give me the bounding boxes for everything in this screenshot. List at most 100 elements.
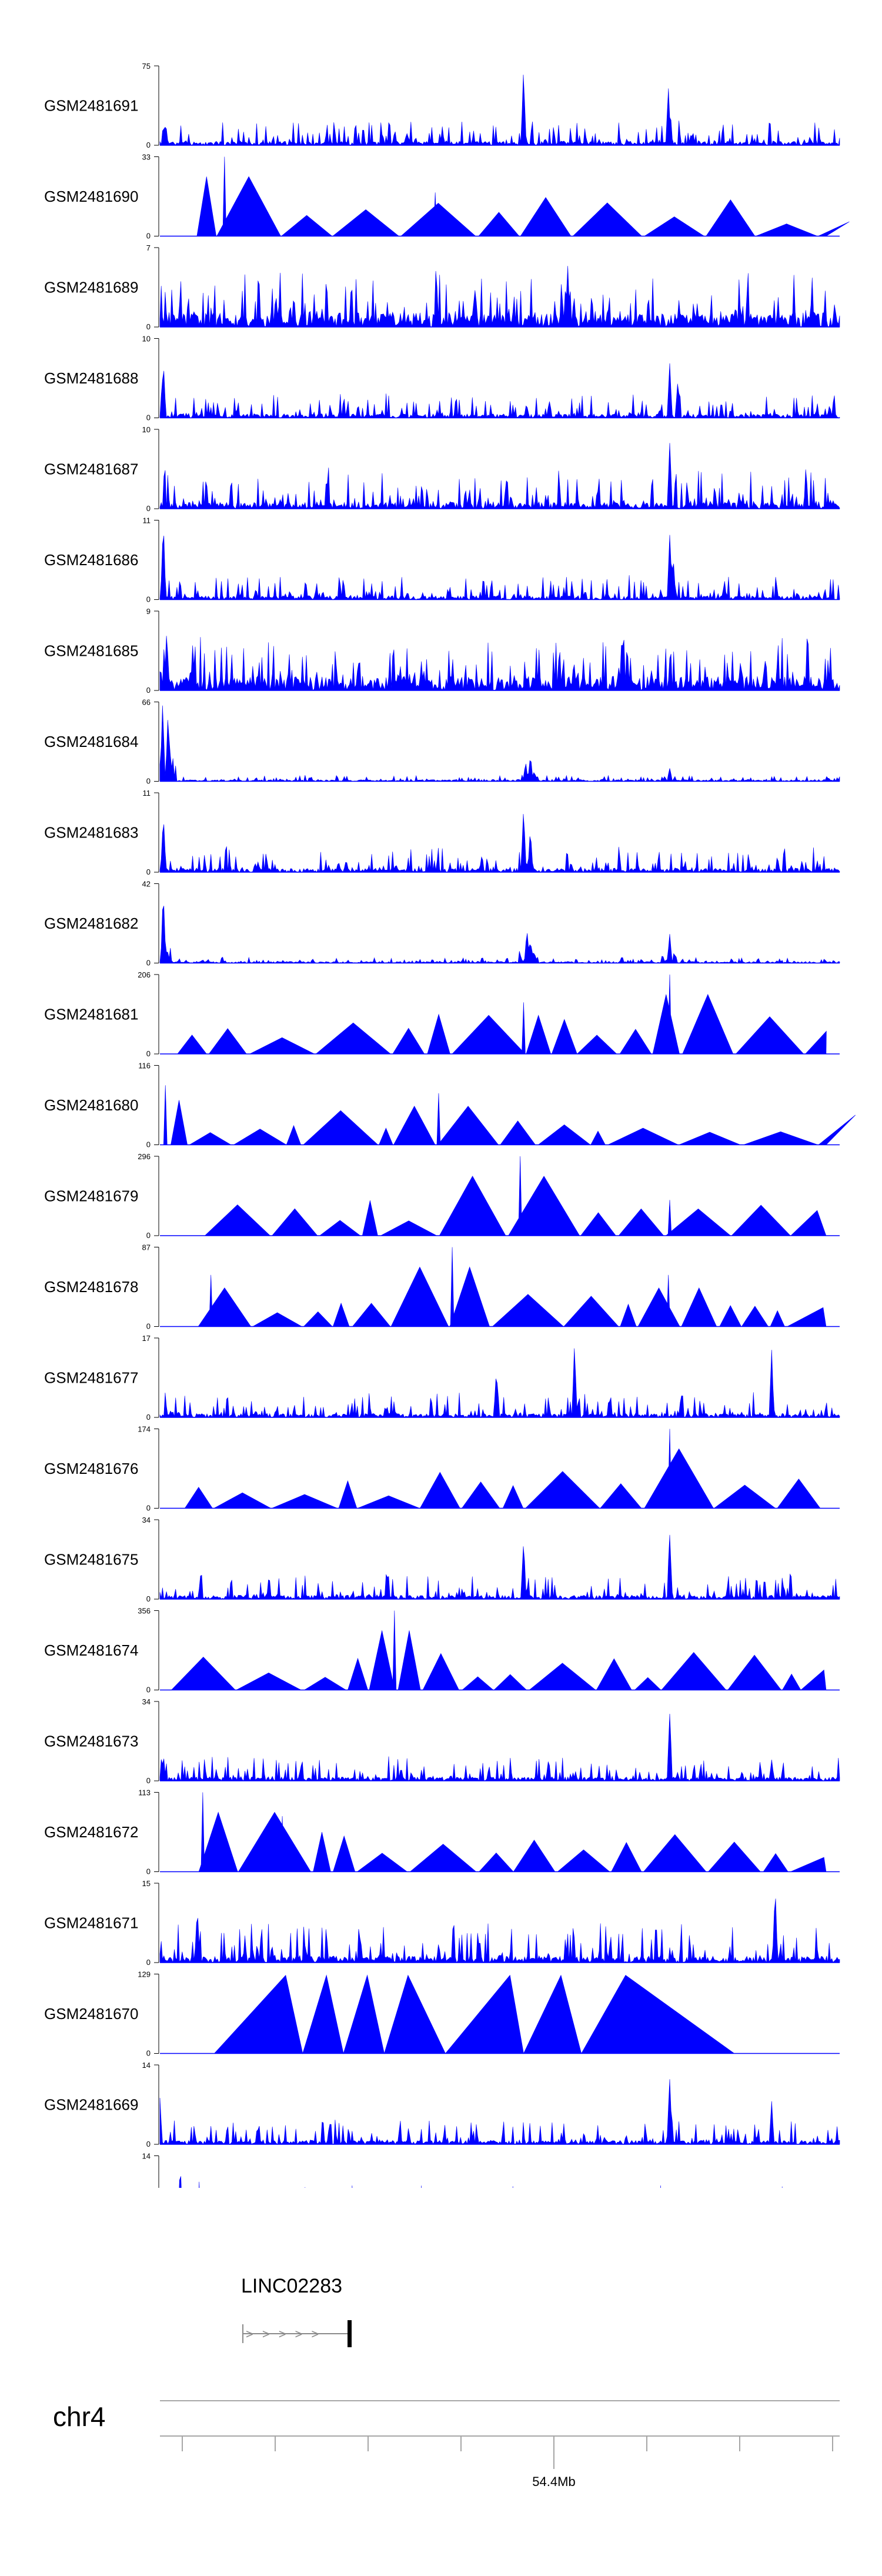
track-label: GSM2481685: [44, 642, 138, 660]
y-max-label: 113: [138, 1788, 151, 1797]
y-max-label: 14: [142, 2152, 151, 2161]
coverage-area: [159, 1898, 840, 1964]
coverage-area: [159, 705, 840, 782]
track-GSM2481684[interactable]: GSM2481684 66 0: [44, 698, 840, 786]
gene-tss-marker: [348, 2320, 352, 2347]
track-GSM2481687[interactable]: GSM2481687 10 0: [44, 425, 840, 513]
coverage-area: [159, 535, 840, 600]
track-label: GSM2481686: [44, 551, 138, 569]
track-GSM2481676[interactable]: GSM2481676 174 0: [44, 1425, 840, 1513]
track-label: GSM2481689: [44, 279, 138, 296]
y-min-label: 0: [146, 1140, 151, 1149]
track-label: GSM2481669: [44, 2096, 138, 2114]
coverage-area: [160, 1247, 840, 1327]
track-GSM2481691[interactable]: GSM2481691 75 0: [44, 62, 840, 149]
coverage-area: [160, 1085, 856, 1145]
y-min-label: 0: [146, 1867, 151, 1876]
y-min-label: 0: [146, 1504, 151, 1513]
track-GSM2481673[interactable]: GSM2481673 34 0: [44, 1697, 840, 1785]
track-GSM2481690[interactable]: GSM2481690 33 0: [44, 153, 850, 241]
track-label: GSM2481690: [44, 188, 138, 205]
track-label: GSM2481683: [44, 824, 138, 842]
y-max-label: 14: [142, 2061, 151, 2070]
gene-model[interactable]: >>>>>: [242, 2320, 352, 2347]
track-GSM2481683[interactable]: GSM2481683 11 0: [44, 789, 840, 876]
coverage-area: [159, 636, 840, 691]
track-label: GSM2481679: [44, 1187, 138, 1205]
track-GSM2481688[interactable]: GSM2481688 10 0: [44, 335, 840, 422]
track-label: GSM2481674: [44, 1641, 138, 1659]
track-label: GSM2481688: [44, 369, 138, 387]
track-GSM2481669[interactable]: GSM2481669 14 0: [44, 2061, 840, 2148]
genomic-axis: 54.4Mb: [160, 2435, 840, 2489]
coverage-area: [159, 1348, 840, 1418]
gene-label[interactable]: LINC02283: [241, 2275, 342, 2297]
y-min-label: 0: [146, 1049, 151, 1058]
track-GSM2481678[interactable]: GSM2481678 87 0: [44, 1243, 840, 1331]
coverage-area: [179, 2176, 783, 2188]
y-min-label: 0: [146, 867, 151, 876]
coverage-area: [159, 1534, 840, 1600]
coverage-area: [159, 1713, 840, 1782]
track-GSM2481681[interactable]: GSM2481681 206 0: [44, 970, 840, 1058]
track-GSM2481677[interactable]: GSM2481677 17 0: [44, 1334, 840, 1422]
coverage-area: [160, 1156, 840, 1236]
track-GSM2481670[interactable]: GSM2481670 129 0: [44, 1970, 840, 2058]
coverage-area: [159, 906, 840, 964]
y-max-label: 116: [138, 1062, 151, 1070]
track-label: GSM2481680: [44, 1096, 138, 1114]
coverage-area: [160, 1429, 840, 1509]
y-min-label: 0: [146, 1413, 151, 1422]
gene-strand-arrows: >>>>>: [246, 2327, 328, 2341]
y-min-label: 0: [146, 413, 151, 422]
coverage-area: [159, 443, 840, 509]
y-max-label: 87: [142, 1243, 151, 1252]
coverage-area: [159, 363, 840, 419]
coverage-area: [159, 813, 840, 873]
y-max-label: 11: [143, 516, 151, 525]
y-min-label: 0: [146, 1594, 151, 1603]
y-min-label: 0: [146, 1958, 151, 1967]
track-GSM2481680[interactable]: GSM2481680 116 0: [44, 1062, 856, 1149]
track-GSM2481686[interactable]: GSM2481686 11 0: [44, 516, 840, 604]
coverage-tracks: GSM2481691750GSM2481690330GSM248168970GS…: [44, 62, 856, 2188]
y-max-label: 11: [143, 789, 151, 798]
axis-position-label: 54.4Mb: [532, 2474, 575, 2489]
y-min-label: 0: [146, 2140, 151, 2148]
y-min-label: 0: [146, 322, 151, 331]
track-label: GSM2481671: [44, 1914, 138, 1932]
y-max-label: 34: [142, 1697, 151, 1706]
track-label: GSM2481675: [44, 1551, 138, 1569]
y-max-label: 33: [142, 153, 151, 162]
track-GSM2481672[interactable]: GSM2481672 113 0: [44, 1788, 840, 1876]
track-GSM2481689[interactable]: GSM2481689 7 0: [44, 243, 840, 331]
coverage-area: [160, 1974, 840, 2054]
track-GSM2481674[interactable]: GSM2481674 356 0: [44, 1607, 840, 1694]
y-min-label: 0: [146, 232, 151, 241]
coverage-area: [159, 74, 840, 146]
y-min-label: 0: [146, 141, 151, 149]
y-max-label: 17: [142, 1334, 151, 1343]
y-min-label: 0: [146, 1231, 151, 1240]
y-min-label: 0: [146, 686, 151, 695]
y-max-label: 9: [146, 607, 151, 616]
y-max-label: 129: [138, 1970, 151, 1979]
track-label: GSM2481670: [44, 2005, 138, 2023]
coverage-area: [160, 156, 850, 236]
y-min-label: 0: [146, 1776, 151, 1785]
coverage-area: [159, 266, 840, 328]
y-min-label: 0: [146, 1686, 151, 1694]
track-GSM2481679[interactable]: GSM2481679 296 0: [44, 1152, 840, 1240]
y-min-label: 0: [146, 2049, 151, 2058]
track-GSM2481682[interactable]: GSM2481682 42 0: [44, 880, 840, 967]
y-max-label: 7: [146, 243, 151, 252]
track-GSM2481668[interactable]: GSM2481668140: [44, 2152, 840, 2188]
track-GSM2481685[interactable]: GSM2481685 9 0: [44, 607, 840, 695]
track-GSM2481675[interactable]: GSM2481675 34 0: [44, 1516, 840, 1603]
track-label: GSM2481668: [44, 2187, 138, 2188]
y-max-label: 174: [138, 1425, 151, 1434]
y-max-label: 206: [138, 970, 151, 979]
track-label: GSM2481678: [44, 1278, 138, 1296]
track-GSM2481671[interactable]: GSM2481671 15 0: [44, 1879, 840, 1967]
